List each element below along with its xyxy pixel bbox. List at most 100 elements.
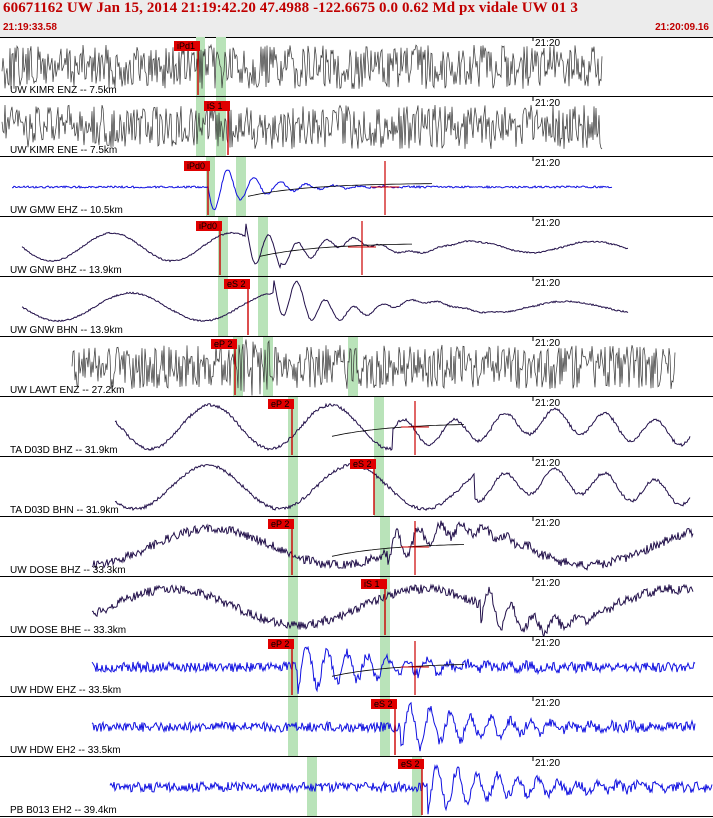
station-label: TA D03D BHZ -- 31.9km [10,445,118,456]
analysis-window [288,457,298,517]
minute-tick-label: 21:20 [535,38,560,49]
analysis-window [374,457,384,517]
waveform [91,520,694,571]
analysis-window [206,157,215,217]
waveform [71,339,676,396]
phase-pick-label: iPd1 [177,41,195,51]
coda-curve [259,243,412,257]
phase-pick-box[interactable] [184,161,210,171]
waveform [11,169,613,211]
station-label: UW HDW EH2 -- 33.5km [10,745,121,756]
trace-panel[interactable]: 21:20 iS 1 UW DOSE BHE -- 33.3km [0,577,713,637]
trace-panels[interactable]: 21:20 iPd1 UW KIMR ENZ -- 7.5km 21:20 iS 1 UW… [0,37,713,818]
phase-pick-box[interactable] [204,101,230,111]
analysis-window [233,337,243,397]
analysis-window [288,577,298,637]
phase-pick-box[interactable] [361,579,387,589]
trace-panel[interactable]: 21:20 iPd0 UW GNW BHZ -- 13.9km [0,217,713,277]
waveform [109,764,713,815]
coda-curve [247,183,433,197]
coda-curve [331,424,465,437]
analysis-window [288,397,298,457]
trace-panel[interactable]: 21:20 eS 2 PB B013 EH2 -- 39.4km [0,757,713,817]
minute-tick-label: 21:20 [535,758,560,769]
phase-pick-box[interactable] [350,459,376,469]
trace-panel[interactable]: 21:20 eP 2 UW LAWT ENZ -- 27.2km [0,337,713,397]
analysis-window [412,757,422,817]
phase-pick-box[interactable] [196,221,222,231]
phase-pick-box[interactable] [398,759,424,769]
trace-panel[interactable]: 21:20 eP 2 TA D03D BHZ -- 31.9km [0,397,713,457]
analysis-window [218,277,228,337]
minute-tick-label: 21:20 [535,278,560,289]
analysis-window [380,637,390,697]
trace-panel[interactable]: 21:20 eP 2 UW DOSE BHZ -- 33.3km [0,517,713,577]
phase-pick-label: eS 2 [374,699,393,709]
analysis-window [216,97,226,157]
analysis-window [236,157,246,217]
phase-pick-label: eS 2 [401,759,420,769]
minute-tick-label: 21:20 [535,458,560,469]
station-label: UW LAWT ENZ -- 27.2km [10,385,124,396]
event-header: 60671162 UW Jan 15, 2014 21:19:42.20 47.… [0,0,713,38]
phase-pick-box[interactable] [211,339,237,349]
analysis-window [374,397,384,457]
analysis-window [218,217,228,277]
station-label: UW GNW BHZ -- 13.9km [10,265,122,276]
trace-panel[interactable]: 21:20 eS 2 UW GNW BHN -- 13.9km [0,277,713,337]
event-title: 60671162 UW Jan 15, 2014 21:19:42.20 47.… [3,0,578,16]
station-label: UW HDW EHZ -- 33.5km [10,685,121,696]
coda-curve [331,664,465,677]
analysis-window [263,337,273,397]
minute-tick-label: 21:20 [535,338,560,349]
waveform [114,402,691,451]
minute-tick-label: 21:20 [535,158,560,169]
phase-pick-box[interactable] [371,699,397,709]
analysis-window [288,517,298,577]
window-start-time: 21:19:33.58 [3,22,57,33]
minute-tick-label: 21:20 [535,578,560,589]
analysis-window [258,277,268,337]
analysis-window [380,517,390,577]
station-label: UW DOSE BHE -- 33.3km [10,625,126,636]
station-label: UW GNW BHN -- 13.9km [10,325,123,336]
minute-tick-label: 21:20 [535,518,560,529]
analysis-window [196,97,205,157]
phase-pick-box[interactable] [224,279,250,289]
waveform [1,43,603,90]
trace-panel[interactable]: 21:20 eS 2 TA D03D BHN -- 31.9km [0,457,713,517]
window-end-time: 21:20:09.16 [655,22,709,33]
trace-panel[interactable]: 21:20 eP 2 UW HDW EHZ -- 33.5km [0,637,713,697]
phase-pick-box[interactable] [268,519,294,529]
waveform [114,463,691,512]
trace-panel[interactable]: 21:20 iPd0 UW GMW EHZ -- 10.5km [0,157,713,217]
phase-pick-label: eS 2 [353,459,372,469]
minute-tick-label: 21:20 [535,218,560,229]
phase-pick-label: eP 2 [214,339,232,349]
station-label: UW KIMR ENE -- 7.5km [10,145,117,156]
coda-curve [331,544,465,557]
trace-panel[interactable]: 21:20 eS 2 UW HDW EH2 -- 33.5km [0,697,713,757]
phase-pick-label: eP 2 [271,519,289,529]
waveform [21,280,629,323]
phase-pick-label: iS 1 [207,101,223,111]
waveform [91,645,696,694]
station-label: UW DOSE BHZ -- 33.3km [10,565,126,576]
phase-pick-box[interactable] [174,41,200,51]
phase-pick-label: iS 1 [364,579,380,589]
minute-tick-label: 21:20 [535,698,560,709]
analysis-window [348,337,358,397]
trace-panel[interactable]: 21:20 iS 1 UW KIMR ENE -- 7.5km [0,97,713,157]
phase-pick-label: iPd0 [199,221,217,231]
waveform [91,701,696,752]
station-label: UW KIMR ENZ -- 7.5km [10,85,117,96]
trace-panel[interactable]: 21:20 iPd1 UW KIMR ENZ -- 7.5km [0,37,713,97]
waveform [1,104,603,150]
analysis-window [288,637,298,697]
phase-pick-label: eP 2 [271,399,289,409]
phase-pick-box[interactable] [268,399,294,409]
waveform [91,583,694,637]
phase-pick-box[interactable] [268,639,294,649]
phase-pick-label: iPd0 [187,161,205,171]
